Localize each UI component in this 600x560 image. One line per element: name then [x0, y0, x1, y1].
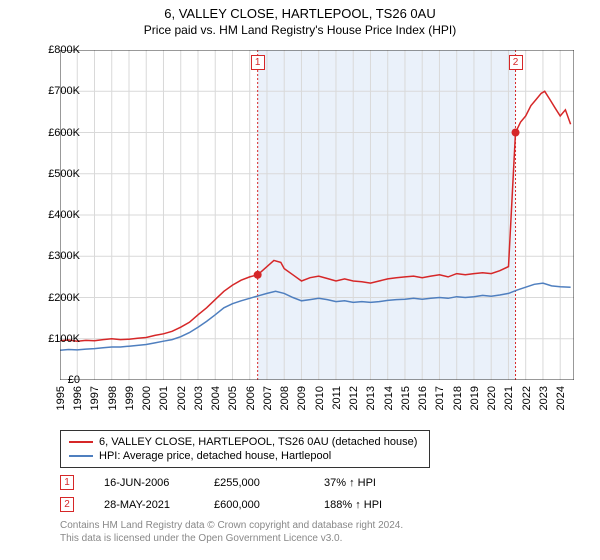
- sale-marker-1: 1: [60, 475, 74, 490]
- x-tick-label: 2002: [176, 386, 188, 410]
- y-tick-label: £800K: [30, 44, 80, 56]
- x-tick-label: 2018: [452, 386, 464, 410]
- legend-swatch-property: [69, 441, 93, 443]
- y-tick-label: £0: [30, 374, 80, 386]
- x-tick-label: 2015: [400, 386, 412, 410]
- legend-label-hpi: HPI: Average price, detached house, Hart…: [99, 450, 331, 462]
- x-tick-label: 2022: [521, 386, 533, 410]
- x-tick-label: 2008: [279, 386, 291, 410]
- sale-row-2: 2 28-MAY-2021 £600,000 188% ↑ HPI: [60, 497, 574, 512]
- x-tick-label: 2021: [503, 386, 515, 410]
- chart-plot-area: [60, 50, 574, 380]
- y-tick-label: £400K: [30, 209, 80, 221]
- x-tick-label: 2012: [348, 386, 360, 410]
- y-tick-label: £200K: [30, 292, 80, 304]
- x-tick-label: 2000: [141, 386, 153, 410]
- sale-price-2: £600,000: [214, 499, 294, 511]
- sale-price-1: £255,000: [214, 477, 294, 489]
- x-tick-label: 2001: [158, 386, 170, 410]
- x-tick-label: 2017: [434, 386, 446, 410]
- sale-hpi-1: 37% ↑ HPI: [324, 477, 404, 489]
- x-tick-label: 2010: [314, 386, 326, 410]
- y-tick-label: £100K: [30, 333, 80, 345]
- x-tick-label: 1995: [55, 386, 67, 410]
- x-tick-label: 1998: [107, 386, 119, 410]
- x-tick-label: 2020: [486, 386, 498, 410]
- x-tick-label: 2011: [331, 386, 343, 410]
- y-tick-label: £500K: [30, 168, 80, 180]
- x-tick-label: 2016: [417, 386, 429, 410]
- sale-date-1: 16-JUN-2006: [104, 477, 184, 489]
- x-tick-label: 2023: [538, 386, 550, 410]
- x-tick-label: 1999: [124, 386, 136, 410]
- x-tick-label: 2014: [383, 386, 395, 410]
- x-tick-label: 2003: [193, 386, 205, 410]
- x-tick-label: 2019: [469, 386, 481, 410]
- legend-row-property: 6, VALLEY CLOSE, HARTLEPOOL, TS26 0AU (d…: [69, 435, 421, 449]
- y-tick-label: £700K: [30, 85, 80, 97]
- legend-row-hpi: HPI: Average price, detached house, Hart…: [69, 449, 421, 463]
- y-tick-label: £300K: [30, 250, 80, 262]
- x-tick-label: 2004: [210, 386, 222, 410]
- y-tick-label: £600K: [30, 127, 80, 139]
- sale-row-1: 1 16-JUN-2006 £255,000 37% ↑ HPI: [60, 475, 574, 490]
- chart-marker-1: 1: [251, 55, 265, 70]
- chart-svg: [60, 50, 574, 380]
- x-tick-label: 1997: [89, 386, 101, 410]
- sale-marker-2: 2: [60, 497, 74, 512]
- x-tick-label: 2024: [555, 386, 567, 410]
- x-tick-label: 2007: [262, 386, 274, 410]
- legend-swatch-hpi: [69, 455, 93, 457]
- footnote-line-2: This data is licensed under the Open Gov…: [60, 532, 574, 545]
- sale-date-2: 28-MAY-2021: [104, 499, 184, 511]
- chart-subtitle: Price paid vs. HM Land Registry's House …: [0, 23, 600, 37]
- x-tick-label: 2009: [296, 386, 308, 410]
- footnote-line-1: Contains HM Land Registry data © Crown c…: [60, 519, 574, 532]
- x-tick-label: 2006: [245, 386, 257, 410]
- chart-marker-2: 2: [509, 55, 523, 70]
- chart-title: 6, VALLEY CLOSE, HARTLEPOOL, TS26 0AU: [0, 6, 600, 21]
- legend-label-property: 6, VALLEY CLOSE, HARTLEPOOL, TS26 0AU (d…: [99, 436, 417, 448]
- sale-hpi-2: 188% ↑ HPI: [324, 499, 404, 511]
- x-tick-label: 2013: [365, 386, 377, 410]
- x-tick-label: 2005: [227, 386, 239, 410]
- x-tick-label: 1996: [72, 386, 84, 410]
- footnote: Contains HM Land Registry data © Crown c…: [60, 519, 574, 545]
- legend-box: 6, VALLEY CLOSE, HARTLEPOOL, TS26 0AU (d…: [60, 430, 430, 468]
